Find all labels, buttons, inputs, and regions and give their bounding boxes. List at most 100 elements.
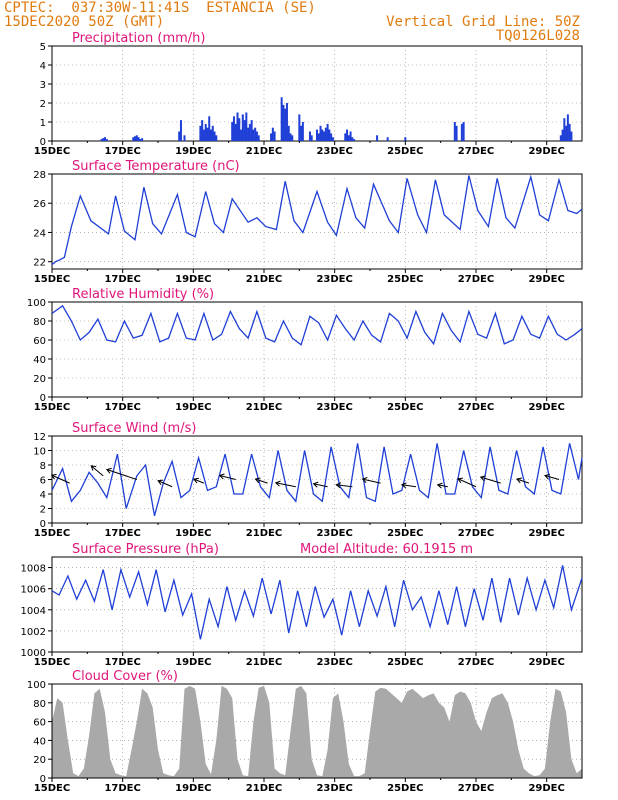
precip-bar bbox=[213, 131, 216, 141]
precip-bar bbox=[211, 125, 214, 141]
precip-ytick-label: 3 bbox=[40, 80, 46, 91]
precip-bar bbox=[240, 129, 243, 141]
wind-arrow bbox=[544, 475, 560, 480]
wind-arrow-head bbox=[361, 477, 368, 483]
rh-ytick-label: 0 bbox=[40, 393, 46, 404]
wind-ytick-label: 10 bbox=[33, 447, 46, 458]
wind-arrow-head bbox=[312, 481, 319, 488]
temp-panel: 22 24 26 28 15DEC 17DEC 19DEC 21DEC 23DEC 25DEC 27… bbox=[33, 159, 583, 285]
precip-bar bbox=[570, 131, 573, 141]
temp-xtick-label: 21DEC bbox=[246, 274, 282, 285]
wind-arrow-head bbox=[218, 473, 225, 480]
pres-series-line bbox=[51, 565, 583, 640]
wind-arrow bbox=[362, 478, 381, 484]
precip-bar bbox=[284, 108, 287, 141]
cloud-xtick-label: 15DEC bbox=[34, 783, 70, 794]
pres-xtick-label: 27DEC bbox=[458, 657, 494, 668]
wind-series-line bbox=[51, 443, 583, 516]
rh-xtick-label: 15DEC bbox=[34, 402, 70, 413]
pres-xtick-label: 19DEC bbox=[175, 657, 211, 668]
temp-xtick-label: 23DEC bbox=[316, 274, 352, 285]
precip-bar bbox=[135, 135, 138, 141]
temp-ytick-label: 24 bbox=[33, 228, 46, 239]
rh-ytick-label: 20 bbox=[33, 374, 46, 385]
pres-panel: 1000 1002 1004 1006 1008 15DEC 17DEC 19DEC 21DEC… bbox=[21, 542, 583, 668]
pres-xtick-label: 29DEC bbox=[528, 657, 564, 668]
precip-bar bbox=[206, 127, 209, 141]
wind-ytick-label: 6 bbox=[40, 476, 46, 487]
precip-bar bbox=[566, 114, 569, 141]
header-model-id: TQ0126L028 bbox=[495, 28, 580, 44]
precip-xtick-label: 17DEC bbox=[104, 146, 140, 157]
wind-arrow bbox=[193, 478, 205, 484]
wind-arrow-head bbox=[254, 477, 261, 484]
wind-title: Surface Wind (m/s) bbox=[72, 421, 196, 436]
temp-xtick-label: 29DEC bbox=[528, 274, 564, 285]
precip-bar bbox=[330, 133, 333, 141]
cloud-ytick-label: 40 bbox=[33, 736, 46, 747]
precip-bar bbox=[326, 123, 329, 141]
precip-bar bbox=[328, 129, 331, 141]
cloud-panel: 0 20 40 60 80 100 15DEC 17DEC 19DEC 21DEC 23DEC 25D… bbox=[27, 669, 583, 794]
precip-bar bbox=[132, 137, 135, 141]
wind-xtick-label: 17DEC bbox=[104, 528, 140, 539]
wind-arrow-head bbox=[544, 473, 551, 480]
precip-bar bbox=[210, 129, 212, 141]
precip-xtick-label: 15DEC bbox=[34, 146, 70, 157]
temp-xtick-label: 19DEC bbox=[175, 274, 211, 285]
precip-bar bbox=[460, 123, 463, 141]
pres-title: Surface Pressure (hPa) bbox=[72, 542, 219, 557]
pres-xtick-label: 15DEC bbox=[34, 657, 70, 668]
precip-bar bbox=[386, 137, 389, 141]
wind-arrow bbox=[437, 484, 448, 488]
wind-arrow bbox=[457, 478, 477, 488]
precip-bar bbox=[243, 120, 246, 141]
wind-xtick-label: 27DEC bbox=[458, 528, 494, 539]
wind-arrow bbox=[516, 478, 530, 484]
precip-bar bbox=[310, 135, 313, 141]
wind-arrow-head bbox=[457, 477, 464, 484]
wind-ytick-label: 2 bbox=[40, 505, 46, 516]
temp-xtick-label: 17DEC bbox=[104, 274, 140, 285]
precip-bar bbox=[183, 135, 186, 141]
rh-xtick-label: 21DEC bbox=[246, 402, 282, 413]
precip-bar bbox=[199, 125, 202, 141]
precip-bar bbox=[178, 131, 181, 141]
precip-bar bbox=[134, 136, 137, 141]
precip-bar bbox=[568, 123, 571, 141]
pres-ytick-label: 1004 bbox=[21, 606, 46, 617]
precip-bar bbox=[404, 137, 407, 141]
pres-frame bbox=[51, 556, 583, 653]
rh-ytick-label: 80 bbox=[33, 317, 46, 328]
cloud-title: Cloud Cover (%) bbox=[72, 669, 178, 684]
wind-arrow-head bbox=[157, 479, 164, 486]
wind-arrow-head bbox=[335, 482, 342, 489]
wind-arrow bbox=[275, 482, 296, 488]
precip-bar bbox=[565, 125, 568, 141]
precip-xtick-label: 19DEC bbox=[175, 146, 211, 157]
wind-ytick-label: 0 bbox=[40, 519, 46, 530]
precip-bar bbox=[231, 122, 234, 141]
precip-bar bbox=[349, 131, 352, 141]
precip-bar bbox=[559, 135, 562, 141]
precip-bar bbox=[241, 114, 244, 141]
cloud-xtick-label: 21DEC bbox=[246, 783, 282, 794]
precip-bar bbox=[282, 104, 285, 141]
wind-arrow-head bbox=[192, 477, 199, 484]
precip-bar bbox=[321, 129, 324, 141]
precip-bar bbox=[236, 112, 239, 141]
precip-bar bbox=[104, 137, 106, 141]
precip-bar bbox=[179, 120, 182, 141]
precip-bar bbox=[208, 116, 211, 141]
precip-bar bbox=[202, 129, 205, 141]
precip-bar bbox=[353, 139, 356, 141]
wind-arrow-head bbox=[105, 467, 112, 474]
temp-title: Surface Temperature (nC) bbox=[72, 159, 240, 174]
rh-ytick-label: 60 bbox=[33, 336, 46, 347]
rh-xtick-label: 19DEC bbox=[175, 402, 211, 413]
precip-bar bbox=[232, 116, 235, 141]
precip-bar bbox=[137, 137, 140, 141]
wind-ytick-label: 12 bbox=[33, 432, 46, 443]
precip-frame bbox=[51, 45, 583, 142]
